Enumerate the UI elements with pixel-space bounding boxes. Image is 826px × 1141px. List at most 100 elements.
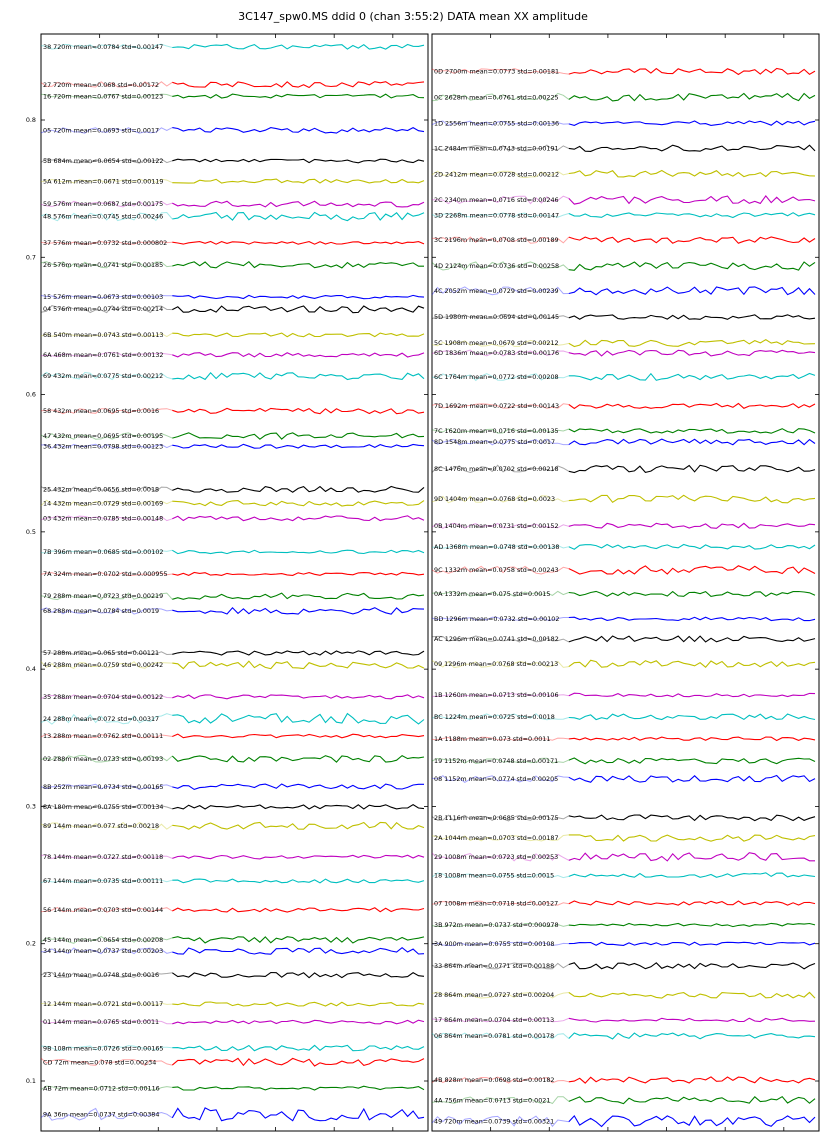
series-label: 46 288m mean=0.0759 std=0.00242 (43, 661, 163, 669)
series-label: 27 720m mean=0.068 std=0.00172 (43, 81, 159, 89)
series-29: 29 1008m mean=0.0723 std=0.00253 (431, 852, 815, 862)
series-line (172, 211, 425, 222)
series-line-start (431, 565, 569, 575)
series-12: 12 144m mean=0.0721 std=0.00117 (40, 1000, 425, 1008)
series-label: 48 576m mean=0.0745 std=0.00246 (43, 213, 163, 221)
series-label: 3D 2268m mean=0.0778 std=0.00147 (434, 211, 559, 219)
series-line-start (431, 373, 569, 382)
series-label: 4A 756m mean=0.0713 std=0.0021 (434, 1096, 550, 1104)
series-line-start (41, 947, 173, 955)
y-tick-label: 0.3 (26, 802, 36, 810)
series-label: 1D 2556m mean=0.0755 std=0.00136 (434, 119, 559, 127)
series-label: 38 720m mean=0.0784 std=0.00147 (43, 43, 163, 51)
series-label: 2D 2412m mean=0.0728 std=0.00212 (434, 170, 559, 178)
series-label: 2C 2340m mean=0.0716 std=0.00246 (434, 196, 559, 204)
series-line-start (40, 572, 173, 577)
series-37: 37 576m mean=0.0732 std=0.000802 (40, 239, 425, 247)
series-line-start (40, 211, 173, 222)
series-2D: 2D 2412m mean=0.0728 std=0.00212 (431, 169, 816, 178)
y-tick-label: 0.8 (26, 116, 36, 124)
series-AC: AC 1296m mean=0.0741 std=0.00182 (431, 635, 816, 643)
series-line-start (431, 67, 569, 75)
series-label: 8A 180m mean=0.0755 std=0.00134 (43, 803, 163, 811)
series-label: 26 576m mean=0.0741 std=0.00185 (43, 261, 163, 269)
series-2C: 2C 2340m mean=0.0716 std=0.00246 (431, 194, 816, 205)
series-8C: 8C 1476m mean=0.0702 std=0.00218 (431, 464, 816, 474)
series-label: 1A 1188m mean=0.073 std=0.0011 (434, 735, 550, 743)
series-BC: BC 1224m mean=0.0725 std=0.0018 (431, 713, 816, 721)
series-label: 5D 1980m mean=0.0694 std=0.00145 (434, 313, 559, 321)
series-line (568, 1095, 816, 1105)
series-2A: 2A 1044m mean=0.0703 std=0.00187 (431, 834, 816, 842)
series-6D: 6D 1836m mean=0.0783 std=0.00176 (431, 349, 816, 357)
series-line-start (40, 93, 173, 99)
series-line-start (431, 635, 570, 643)
series-label: 33 864m mean=0.0771 std=0.00188 (434, 962, 554, 970)
series-label: 3A 900m mean=0.0755 std=0.00108 (434, 940, 554, 948)
series-line (172, 43, 425, 50)
series-line-start (431, 313, 569, 320)
series-36: 36 432m mean=0.0798 std=0.00123 (40, 442, 425, 450)
y-tick-label: 0.4 (26, 665, 36, 673)
series-label: 0B 1404m mean=0.0731 std=0.00152 (434, 522, 559, 530)
series-19: 19 1152m mean=0.0748 std=0.00171 (431, 757, 816, 765)
series-7C: 7C 1620m mean=0.0716 std=0.00135 (431, 427, 816, 435)
series-line-start (40, 971, 173, 979)
series-01: 01 144m mean=0.0765 std=0.0011 (40, 1018, 425, 1026)
y-tick-label: 0.5 (26, 528, 36, 536)
series-label: 68 288m mean=0.0784 std=0.0019 (43, 607, 159, 615)
series-03: 03 432m mean=0.0785 std=0.00148 (40, 514, 425, 522)
series-line-start (40, 432, 173, 440)
series-57: 57 288m mean=0.065 std=0.00121 (40, 649, 425, 657)
series-line (568, 962, 816, 970)
series-line-start (431, 428, 569, 434)
series-label: 67 144m mean=0.0735 std=0.00111 (43, 877, 163, 885)
series-line (172, 178, 425, 184)
series-line-start (40, 650, 173, 656)
series-15: 15 576m mean=0.0673 std=0.00103 (40, 293, 425, 301)
series-line (568, 1114, 816, 1128)
series-02: 02 288m mean=0.0733 std=0.00193 (40, 754, 425, 763)
series-line (568, 144, 816, 152)
series-line-start (431, 922, 569, 928)
series-line-start (431, 464, 570, 474)
series-label: CD 72m mean=0.078 std=0.00234 (43, 1058, 156, 1066)
series-9C: 9C 1332m mean=0.0758 std=0.00243 (431, 565, 816, 575)
series-line (172, 821, 425, 830)
series-5A: 5A 612m mean=0.0671 std=0.00119 (40, 177, 425, 185)
series-line (568, 834, 816, 842)
series-1C: 1C 2484m mean=0.0743 std=0.00191 (431, 144, 816, 152)
right-panel-frame (431, 33, 820, 1132)
series-label: 0A 1332m mean=0.075 std=0.0015 (434, 590, 550, 598)
series-1D: 1D 2556m mean=0.0755 std=0.00136 (431, 119, 816, 127)
series-9B: 9B 108m mean=0.0726 std=0.00165 (40, 1044, 425, 1052)
series-label: 2B 1116m mean=0.0685 std=0.00175 (434, 814, 559, 822)
series-line-start (40, 1057, 173, 1067)
series-label: 5C 1908m mean=0.0679 std=0.00212 (434, 339, 559, 347)
series-5D: 5D 1980m mean=0.0694 std=0.00145 (431, 313, 816, 321)
series-line (568, 494, 816, 504)
series-line (172, 81, 425, 89)
series-line-start (431, 261, 570, 271)
series-line (568, 438, 816, 446)
y-tick-label: 0.7 (26, 253, 36, 261)
series-label: 15 576m mean=0.0673 std=0.00103 (43, 293, 163, 301)
series-label: 24 288m mean=0.072 std=0.00317 (43, 715, 159, 723)
series-line (568, 120, 816, 126)
series-line-start (40, 81, 173, 88)
series-line-start (431, 92, 570, 102)
series-label: 4D 2124m mean=0.0736 std=0.00258 (434, 262, 559, 270)
series-AB: AB 72m mean=0.0712 std=0.00116 (40, 1084, 425, 1092)
series-line (171, 754, 425, 763)
series-line (568, 402, 816, 410)
series-line-start (431, 872, 569, 879)
series-line-start (40, 127, 173, 134)
series-label: 6A 468m mean=0.0761 std=0.00132 (43, 351, 163, 359)
series-4D: 4D 2124m mean=0.0736 std=0.00258 (431, 261, 816, 271)
series-line-start (40, 754, 173, 763)
series-line-start (431, 1017, 569, 1023)
series-line (568, 92, 816, 102)
series-line (172, 93, 425, 99)
series-label: 47 432m mean=0.0695 std=0.00195 (43, 432, 163, 440)
series-line-start (40, 607, 173, 615)
